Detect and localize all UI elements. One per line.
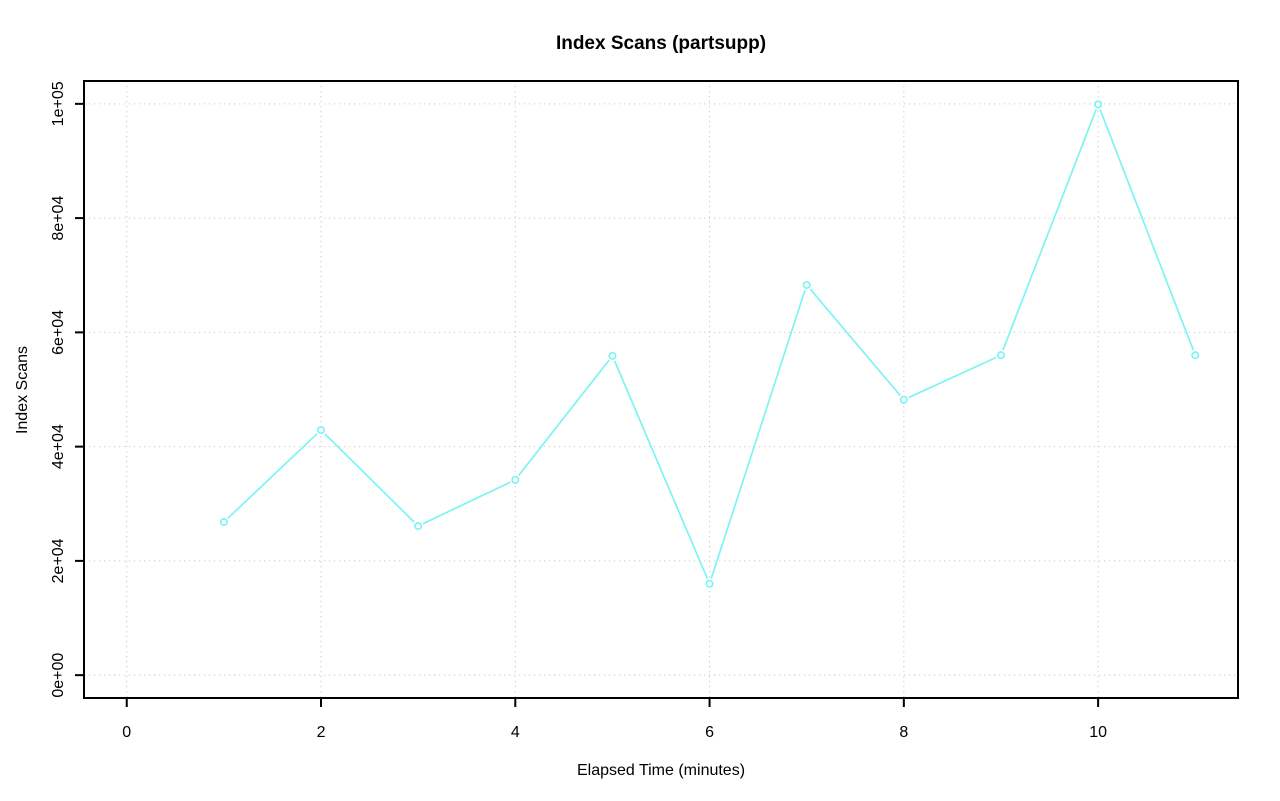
y-tick-label: 8e+04 — [50, 196, 67, 241]
y-tick-label: 4e+04 — [50, 424, 67, 469]
x-tick-label: 8 — [899, 724, 908, 741]
x-tick-label: 6 — [705, 724, 714, 741]
y-tick-label: 0e+00 — [50, 653, 67, 698]
data-point — [996, 351, 1006, 360]
y-axis-label: Index Scans — [14, 346, 31, 434]
data-point — [705, 579, 714, 588]
x-tick-label: 2 — [317, 724, 326, 741]
axis-ticks — [75, 102, 1100, 707]
y-tick-label: 2e+04 — [50, 538, 67, 583]
data-point — [1191, 351, 1200, 360]
chart-title: Index Scans (partsupp) — [556, 33, 766, 54]
data-point — [219, 517, 228, 527]
x-tick-label: 0 — [122, 724, 131, 741]
data-point — [899, 395, 908, 404]
plot-border — [83, 80, 1239, 699]
data-point — [1094, 100, 1103, 109]
data-series — [218, 98, 1201, 590]
data-point — [608, 351, 617, 360]
data-point — [511, 475, 520, 484]
grid-lines — [84, 81, 1238, 698]
data-point — [414, 521, 423, 531]
data-point — [316, 426, 326, 435]
x-tick-label: 10 — [1089, 724, 1107, 741]
y-tick-label: 6e+04 — [50, 310, 67, 355]
y-tick-label: 1e+05 — [50, 81, 67, 126]
x-tick-label: 4 — [511, 724, 520, 741]
data-point — [802, 280, 811, 290]
x-axis-label: Elapsed Time (minutes) — [577, 762, 745, 779]
tick-labels: 0 2 4 6 8 10 0e+00 2e+04 4e+04 6e+04 8e+04 1e+05 — [50, 81, 1107, 741]
